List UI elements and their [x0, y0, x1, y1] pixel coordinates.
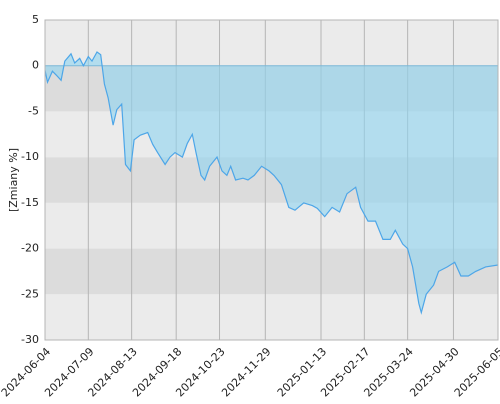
- y-tick-label: -20: [21, 242, 39, 255]
- y-tick-label: -5: [28, 104, 39, 117]
- grid-band: [45, 20, 498, 66]
- y-tick-label: -15: [21, 196, 39, 209]
- y-axis-label: [Zmiany %]: [7, 148, 20, 212]
- plot-frame: [44, 19, 499, 341]
- y-tick-label: 5: [32, 13, 39, 26]
- y-tick-label: 0: [32, 59, 39, 72]
- grid-band: [45, 294, 498, 340]
- y-tick-label: -10: [21, 150, 39, 163]
- area: [45, 52, 498, 313]
- y-tick-label: -30: [21, 333, 39, 346]
- y-tick-label: -25: [21, 287, 39, 300]
- x-tick-label: 2024-11-29: [219, 345, 273, 399]
- line: [44, 51, 499, 315]
